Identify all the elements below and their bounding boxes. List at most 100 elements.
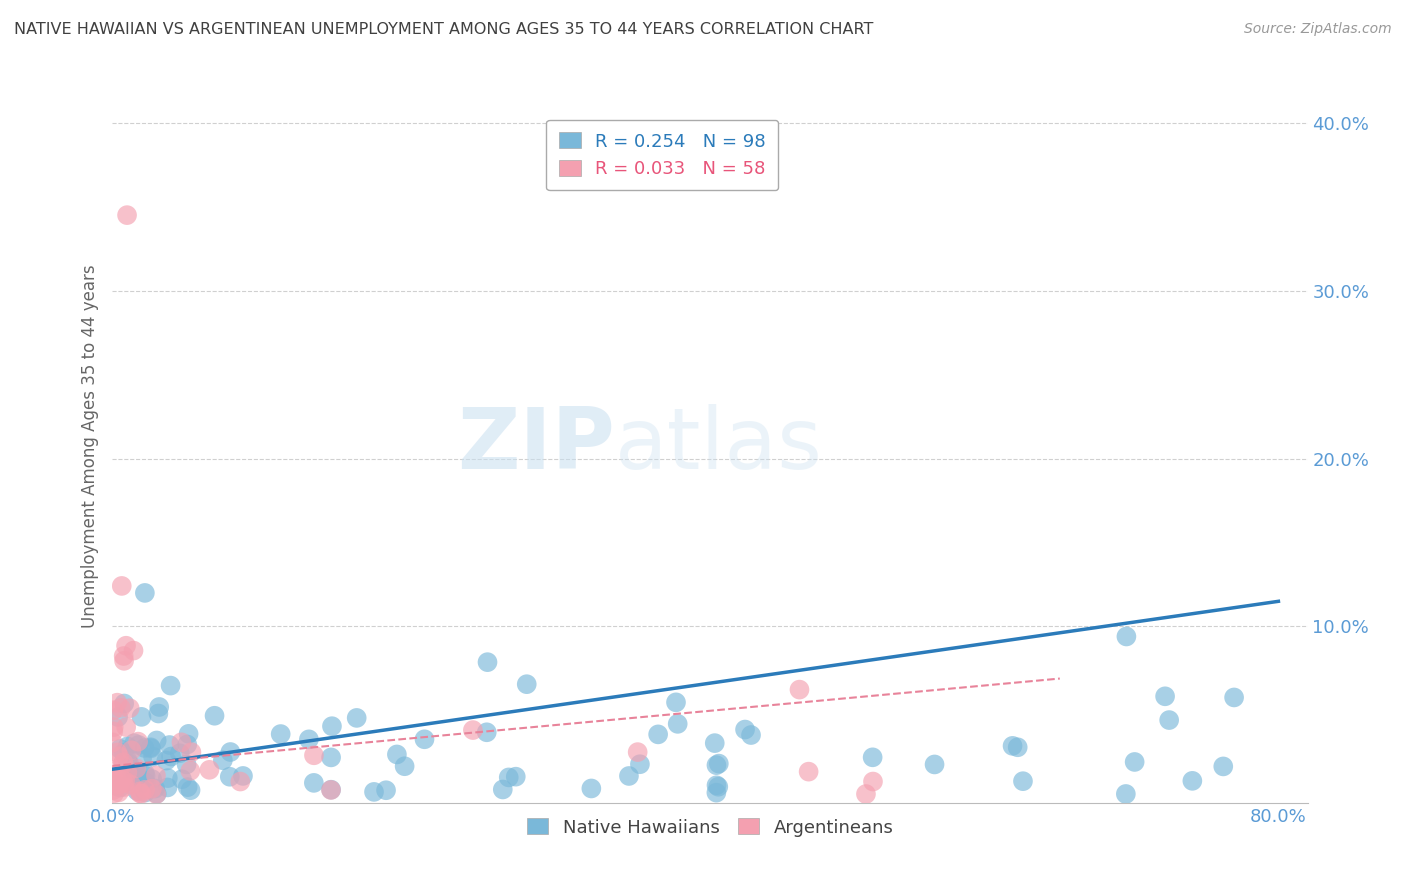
Point (112, 654, 135, 668)
Point (134, 741, 156, 756)
Point (121, 764, 143, 779)
Point (394, 759, 416, 773)
Point (115, 208, 138, 222)
Point (627, 745, 650, 759)
Point (101, 783, 124, 797)
Point (128, 738, 150, 752)
Point (104, 770, 127, 784)
Point (134, 586, 156, 600)
Point (413, 732, 436, 747)
Point (1181, 773, 1204, 788)
Point (169, 746, 191, 760)
Point (492, 782, 515, 797)
Point (298, 732, 321, 747)
Point (145, 787, 167, 801)
Point (111, 579, 134, 593)
Point (131, 710, 153, 724)
Point (666, 717, 689, 731)
Point (170, 772, 193, 787)
Point (1001, 739, 1024, 753)
Point (128, 784, 150, 798)
Point (117, 754, 139, 768)
Point (1007, 740, 1029, 755)
Point (302, 776, 325, 790)
Point (122, 643, 145, 657)
Point (103, 720, 125, 734)
Point (118, 757, 141, 772)
Point (103, 768, 125, 782)
Point (204, 708, 226, 723)
Point (740, 728, 762, 742)
Point (385, 747, 408, 762)
Point (103, 724, 125, 739)
Point (117, 765, 139, 780)
Point (703, 736, 725, 750)
Point (179, 764, 201, 778)
Point (707, 756, 730, 771)
Point (141, 772, 163, 786)
Point (111, 772, 134, 787)
Point (120, 743, 142, 757)
Point (129, 786, 152, 800)
Point (125, 767, 148, 781)
Point (1223, 690, 1246, 705)
Point (1212, 759, 1234, 773)
Point (118, 701, 141, 715)
Point (135, 769, 157, 783)
Point (115, 639, 138, 653)
Point (105, 696, 128, 710)
Text: atlas: atlas (614, 404, 823, 488)
Point (117, 739, 139, 754)
Point (142, 749, 165, 764)
Point (706, 778, 728, 792)
Point (159, 738, 181, 752)
Point (302, 748, 325, 763)
Point (105, 773, 128, 788)
Point (505, 770, 527, 784)
Point (155, 754, 177, 768)
Point (125, 784, 148, 798)
Point (363, 785, 385, 799)
Point (176, 757, 198, 772)
Point (103, 786, 125, 800)
Point (924, 757, 946, 772)
Point (107, 785, 129, 799)
Point (115, 720, 138, 734)
Point (647, 727, 669, 741)
Point (105, 776, 128, 790)
Point (120, 778, 142, 792)
Point (218, 770, 240, 784)
Legend: Native Hawaiians, Argentineans: Native Hawaiians, Argentineans (519, 811, 901, 844)
Point (108, 777, 131, 791)
Point (124, 772, 146, 786)
Point (125, 761, 148, 775)
Point (101, 735, 124, 749)
Point (134, 785, 156, 799)
Point (229, 774, 252, 789)
Point (706, 786, 728, 800)
Point (176, 780, 198, 794)
Point (475, 725, 498, 739)
Point (232, 769, 254, 783)
Point (665, 695, 688, 709)
Point (135, 775, 157, 789)
Point (1115, 787, 1137, 801)
Point (114, 780, 136, 794)
Point (477, 655, 499, 669)
Point (103, 703, 125, 717)
Point (143, 781, 166, 796)
Point (219, 745, 242, 759)
Point (105, 746, 128, 760)
Point (180, 783, 202, 797)
Point (319, 750, 342, 764)
Point (797, 764, 820, 779)
Y-axis label: Unemployment Among Ages 35 to 44 years: Unemployment Among Ages 35 to 44 years (80, 264, 98, 628)
Point (270, 727, 292, 741)
Point (375, 783, 398, 797)
Point (734, 723, 756, 737)
Text: Source: ZipAtlas.com: Source: ZipAtlas.com (1244, 22, 1392, 37)
Point (145, 733, 167, 747)
Point (628, 757, 651, 772)
Point (121, 766, 143, 780)
Point (855, 787, 877, 801)
